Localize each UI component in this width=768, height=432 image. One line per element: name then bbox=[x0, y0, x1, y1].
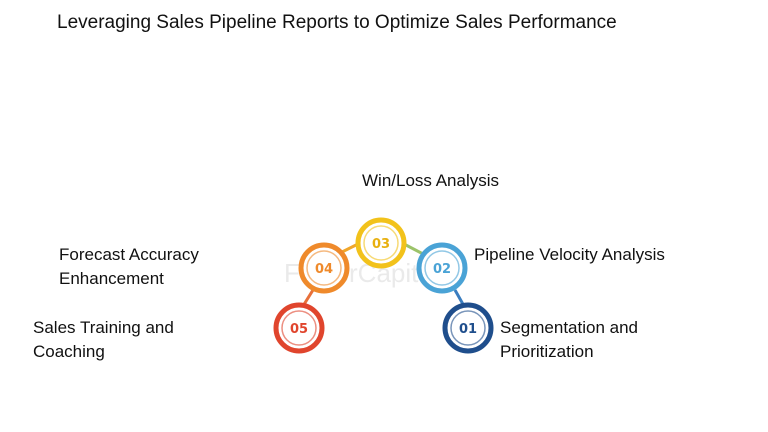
step-node-03: 03 bbox=[355, 217, 407, 269]
step-label-sales-training: Sales Training and Coaching bbox=[33, 318, 174, 361]
step-node-01: 01 bbox=[442, 302, 494, 354]
page-title: Leveraging Sales Pipeline Reports to Opt… bbox=[57, 12, 617, 33]
node-inner-ring bbox=[306, 250, 342, 286]
step-label-win-loss: Win/Loss Analysis bbox=[362, 171, 499, 190]
step-node-02: 02 bbox=[416, 242, 468, 294]
step-node-04: 04 bbox=[298, 242, 350, 294]
node-inner-ring bbox=[424, 250, 460, 286]
step-label-segmentation: Segmentation and Prioritization bbox=[500, 318, 638, 361]
step-number: 02 bbox=[433, 262, 451, 277]
step-number: 03 bbox=[372, 237, 390, 252]
node-inner-ring bbox=[450, 310, 486, 346]
step-label-pipeline-velocity: Pipeline Velocity Analysis bbox=[474, 245, 665, 264]
step-node-05: 05 bbox=[273, 302, 325, 354]
node-inner-ring bbox=[363, 225, 399, 261]
step-number: 01 bbox=[459, 322, 477, 337]
step-number: 05 bbox=[290, 322, 308, 337]
step-label-forecast-accuracy: Forecast Accuracy Enhancement bbox=[59, 245, 199, 288]
node-inner-ring bbox=[281, 310, 317, 346]
step-number: 04 bbox=[315, 262, 333, 277]
